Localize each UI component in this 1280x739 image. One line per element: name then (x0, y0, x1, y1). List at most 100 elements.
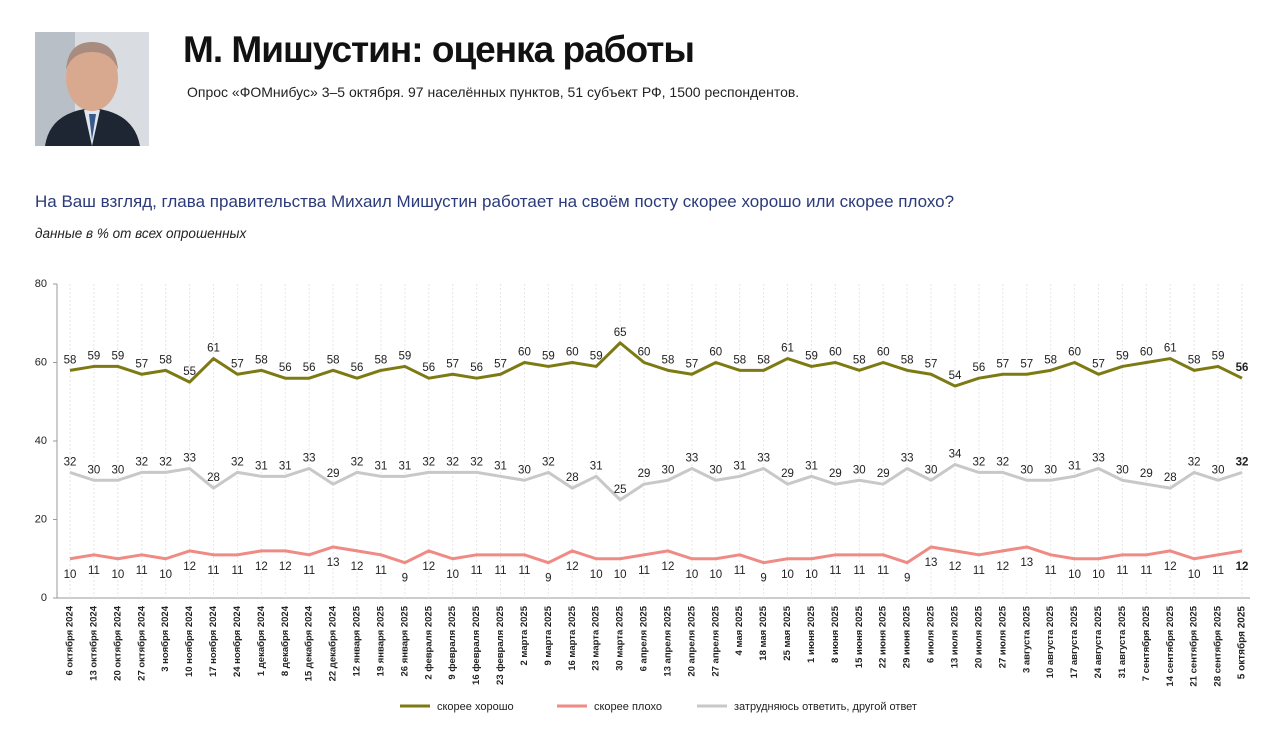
value-label: 10 (590, 569, 603, 581)
x-tick-label: 20 октября 2024 (112, 605, 123, 681)
value-label: 11 (471, 565, 483, 577)
value-label: 30 (518, 464, 531, 476)
value-label: 10 (614, 569, 627, 581)
value-label: 30 (88, 464, 101, 476)
subtitle: Опрос «ФОМнибус» 3–5 октября. 97 населён… (187, 84, 799, 100)
value-label: 58 (757, 354, 770, 366)
y-tick-label: 80 (35, 278, 47, 290)
value-label: 11 (88, 565, 100, 577)
value-label: 10 (805, 569, 818, 581)
value-label: 60 (877, 347, 890, 359)
value-label: 28 (207, 472, 220, 484)
value-label: 30 (853, 464, 866, 476)
value-label: 61 (207, 343, 220, 355)
title: М. Мишустин: оценка работы (183, 29, 694, 70)
value-label: 11 (1045, 565, 1057, 577)
value-label: 60 (829, 347, 842, 359)
x-tick-label: 5 октября 2025 (1236, 606, 1248, 680)
value-label: 9 (402, 573, 408, 585)
value-label: 58 (733, 354, 746, 366)
x-tick-label: 17 ноября 2024 (208, 605, 219, 677)
value-label: 57 (446, 358, 459, 370)
x-tick-label: 18 мая 2025 (758, 605, 769, 660)
value-label: 58 (1188, 354, 1201, 366)
value-label: 12 (183, 561, 196, 573)
x-tick-label: 13 октября 2024 (88, 605, 99, 681)
x-tick-label: 9 марта 2025 (543, 605, 554, 665)
value-label: 11 (638, 565, 650, 577)
x-tick-label: 31 августа 2025 (1117, 605, 1128, 678)
value-label: 59 (590, 350, 603, 362)
x-tick-label: 29 июня 2025 (902, 605, 913, 668)
x-tick-label: 3 августа 2025 (1021, 605, 1032, 673)
value-label: 12 (949, 561, 962, 573)
x-tick-label: 6 июля 2025 (926, 605, 937, 663)
x-tick-label: 2 марта 2025 (519, 605, 530, 665)
value-label: 61 (781, 343, 794, 355)
value-label: 12 (1164, 561, 1177, 573)
value-label: 30 (1212, 464, 1225, 476)
value-label: 13 (925, 557, 938, 569)
value-label: 58 (327, 354, 340, 366)
value-label: 31 (255, 460, 268, 472)
value-label: 32 (422, 456, 435, 468)
value-label: 10 (709, 569, 722, 581)
value-label: 28 (566, 472, 579, 484)
value-label: 11 (829, 565, 841, 577)
value-label: 11 (231, 565, 243, 577)
value-label: 31 (375, 460, 388, 472)
value-label: 11 (495, 565, 507, 577)
value-label: 12 (279, 561, 292, 573)
value-label: 11 (734, 565, 746, 577)
value-label: 11 (973, 565, 985, 577)
value-label: 56 (351, 362, 364, 374)
value-label: 58 (662, 354, 675, 366)
value-label: 57 (685, 358, 698, 370)
series-line (69, 463, 1243, 502)
value-label: 59 (88, 350, 101, 362)
value-label: 59 (542, 350, 555, 362)
value-label: 12 (1236, 561, 1249, 573)
x-tick-label: 22 июня 2025 (878, 605, 889, 668)
value-label: 30 (111, 464, 124, 476)
value-label: 30 (925, 464, 938, 476)
value-label: 30 (1020, 464, 1033, 476)
value-label: 32 (135, 456, 148, 468)
value-label: 56 (279, 362, 292, 374)
value-label: 59 (398, 350, 411, 362)
value-label: 65 (614, 327, 627, 339)
value-label: 55 (183, 366, 196, 378)
value-label: 59 (1116, 350, 1129, 362)
value-label: 29 (781, 468, 794, 480)
value-label: 10 (446, 569, 459, 581)
value-label: 31 (805, 460, 818, 472)
x-tick-label: 21 сентября 2025 (1189, 605, 1200, 686)
value-label: 60 (638, 347, 651, 359)
x-tick-label: 16 марта 2025 (567, 605, 578, 670)
value-label: 30 (1116, 464, 1129, 476)
value-label: 29 (327, 468, 340, 480)
value-label: 12 (351, 561, 364, 573)
x-tick-label: 27 апреля 2025 (710, 605, 721, 676)
y-tick-label: 60 (35, 356, 47, 368)
value-label: 33 (183, 452, 196, 464)
value-label: 60 (566, 347, 579, 359)
value-label: 29 (877, 468, 890, 480)
x-tick-label: 24 ноября 2024 (232, 605, 243, 677)
x-tick-label: 24 августа 2025 (1093, 605, 1104, 678)
value-label: 31 (279, 460, 292, 472)
value-label: 58 (901, 354, 914, 366)
x-tick-label: 2 февраля 2025 (423, 605, 434, 679)
x-tick-label: 20 апреля 2025 (686, 605, 697, 676)
value-label: 25 (614, 484, 627, 496)
value-label: 11 (877, 565, 889, 577)
value-label: 57 (925, 358, 938, 370)
value-label: 57 (231, 358, 244, 370)
value-label: 31 (733, 460, 746, 472)
value-label: 28 (1164, 472, 1177, 484)
x-tick-label: 15 июня 2025 (854, 605, 865, 668)
value-label: 56 (303, 362, 316, 374)
value-label: 32 (542, 456, 555, 468)
legend-label: затрудняюсь ответить, другой ответ (734, 701, 917, 713)
question: На Ваш взгляд, глава правительства Михаи… (35, 192, 954, 211)
